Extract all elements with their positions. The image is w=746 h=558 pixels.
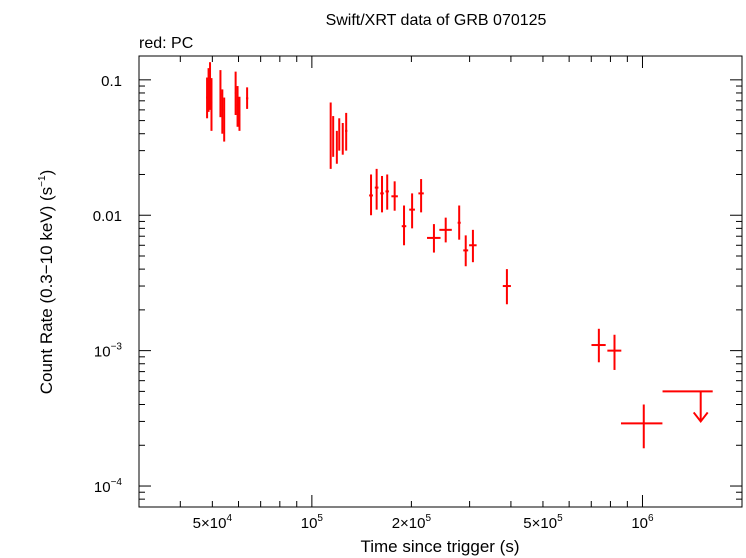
data-point: [469, 229, 477, 263]
data-point: [439, 217, 452, 243]
x-tick-label: 5×104: [193, 513, 233, 532]
data-point: [607, 334, 622, 370]
data-point: [369, 174, 373, 216]
data-point: [238, 96, 241, 131]
data-point: [341, 123, 344, 155]
y-axis-title: Count Rate (0.3−10 keV) (s−1): [37, 170, 56, 395]
y-tick-label: 0.1: [101, 73, 122, 90]
x-tick-label: 2×105: [392, 513, 432, 532]
data-point: [332, 116, 335, 157]
data-point: [502, 269, 511, 305]
upper-limit: [662, 390, 713, 424]
data-point: [380, 175, 384, 213]
x-tick-label: 105: [301, 513, 324, 532]
data-point: [221, 89, 224, 134]
y-tick-label: 0.01: [93, 208, 122, 225]
chart-subtitle: red: PC: [139, 35, 193, 52]
upper-limit-arrow: [692, 411, 709, 424]
data-point: [245, 87, 249, 109]
data-point: [236, 86, 239, 127]
data-point: [345, 112, 348, 151]
x-axis-title: Time since trigger (s): [360, 537, 519, 556]
data-point: [418, 179, 424, 213]
chart-title: Swift/XRT data of GRB 070125: [326, 12, 547, 29]
data-point: [620, 404, 663, 449]
data-point: [374, 168, 379, 210]
x-tick-labels: 5×104 105 2×105 5×105 106: [193, 513, 654, 532]
x-tick-label: 106: [631, 513, 654, 532]
data-point: [391, 181, 398, 211]
plot-frame: [138, 55, 743, 508]
y-tick-label: 10−3: [94, 342, 123, 361]
data-point: [338, 118, 341, 151]
data-point: [409, 193, 415, 229]
data-point: [463, 235, 469, 267]
data-points: [206, 62, 713, 449]
y-tick-label: 10−4: [94, 477, 123, 496]
data-point: [210, 78, 213, 131]
data-point: [385, 174, 389, 210]
data-point: [457, 205, 461, 240]
data-point: [591, 328, 606, 363]
data-point: [335, 130, 338, 164]
x-tick-label: 5×105: [523, 513, 563, 532]
data-point: [223, 97, 226, 142]
data-point: [401, 205, 407, 246]
data-point: [427, 224, 441, 253]
y-tick-labels: 0.1 0.01 10−3 10−4: [93, 73, 123, 496]
data-point: [329, 102, 332, 169]
data-point: [234, 71, 237, 115]
data-point: [219, 70, 222, 118]
axis-ticks: [138, 56, 743, 508]
